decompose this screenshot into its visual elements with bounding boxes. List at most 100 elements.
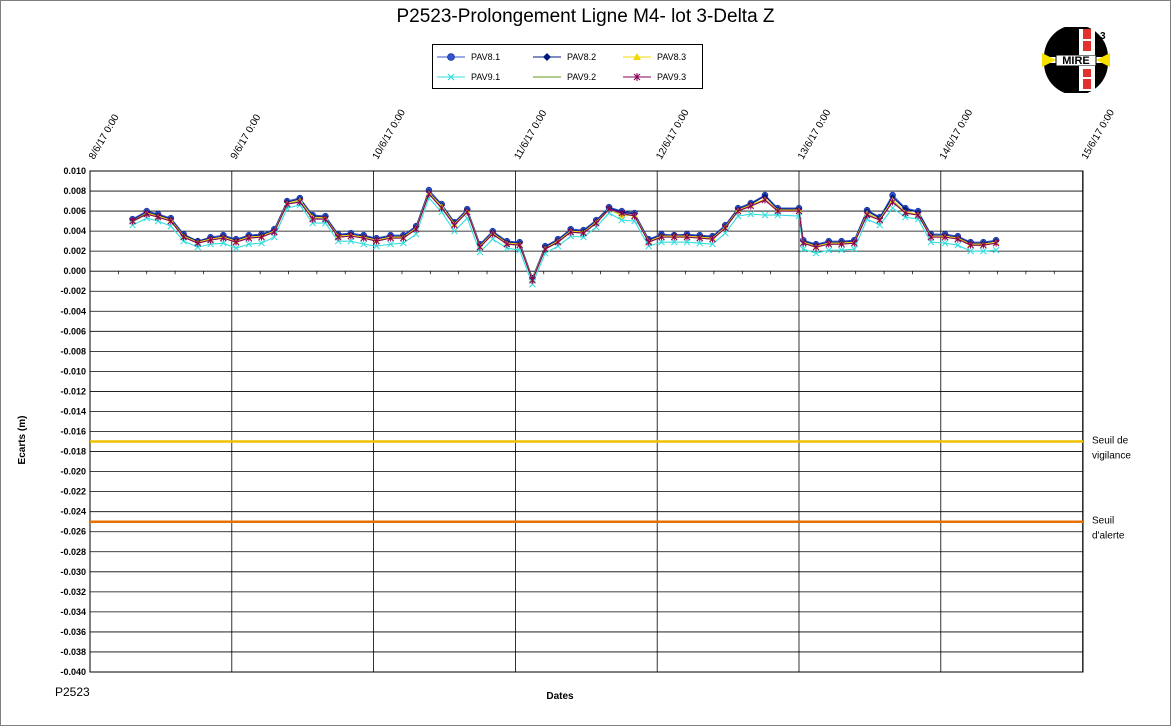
data-point-pav9-3 <box>889 198 896 206</box>
y-tick-label: 0.002 <box>63 246 86 256</box>
y-tick-label: 0.006 <box>63 206 86 216</box>
data-point-pav9-1 <box>387 240 394 248</box>
data-point-pav9-3 <box>838 240 845 248</box>
y-tick-label: -0.032 <box>60 587 86 597</box>
data-point-pav9-3 <box>850 239 858 247</box>
data-point-pav9-1 <box>658 238 665 246</box>
y-tick-label: -0.026 <box>60 527 86 537</box>
data-point-pav9-1 <box>219 239 227 247</box>
data-point-pav9-3 <box>605 205 613 213</box>
data-point-pav9-3 <box>334 233 342 241</box>
logo-digit: 3 <box>1100 31 1106 42</box>
y-tick-label: -0.030 <box>60 567 86 577</box>
y-tick-label: -0.028 <box>60 547 86 557</box>
data-point-pav9-3 <box>992 239 1000 247</box>
data-point-pav9-1 <box>721 229 729 237</box>
data-point-pav9-1 <box>889 204 896 212</box>
legend-label: PAV9.3 <box>657 72 687 82</box>
data-point-pav9-3 <box>774 207 782 215</box>
data-point-pav9-3 <box>554 238 562 246</box>
data-point-pav9-1 <box>670 238 678 246</box>
data-point-pav9-3 <box>245 234 253 242</box>
data-point-pav9-1 <box>412 230 420 238</box>
y-tick-label: -0.010 <box>60 366 86 376</box>
data-point-pav9-1 <box>979 247 987 255</box>
data-point-pav9-3 <box>761 196 769 204</box>
data-point-pav9-3 <box>360 234 368 242</box>
data-point-pav9-1 <box>799 245 807 253</box>
chart-legend: PAV8.1 PAV8.2 PAV8.3 PAV9.1 PAV9.2 PAV9.… <box>432 44 703 89</box>
data-point-pav9-3 <box>322 215 329 223</box>
data-point-pav9-3 <box>387 234 394 242</box>
legend-swatch <box>533 76 561 78</box>
x-tick-label: 14/6/17 0:00 <box>938 107 976 161</box>
data-point-pav9-3 <box>451 221 458 229</box>
data-point-pav9-1 <box>258 239 265 247</box>
x-tick-label: 13/6/17 0:00 <box>796 107 834 161</box>
legend-swatch <box>623 73 651 81</box>
plot-background <box>89 170 1084 673</box>
data-point-pav9-3 <box>503 240 511 248</box>
data-point-pav9-3 <box>825 240 833 248</box>
x-axis-label: Dates <box>546 691 574 702</box>
y-tick-label: 0.004 <box>63 226 86 236</box>
y-tick-label: -0.036 <box>60 627 86 637</box>
data-point-pav9-3 <box>232 238 240 246</box>
x-tick-label: 10/6/17 0:00 <box>371 107 409 161</box>
data-point-pav9-1 <box>709 240 716 248</box>
data-point-pav9-1 <box>451 227 458 235</box>
y-tick-label: -0.034 <box>60 607 86 617</box>
data-point-pav9-3 <box>529 276 536 284</box>
data-point-pav9-1 <box>476 248 484 256</box>
data-point-pav9-3 <box>863 211 871 219</box>
data-point-pav9-3 <box>618 209 626 217</box>
data-point-pav9-1 <box>795 212 803 220</box>
data-point-pav9-3 <box>580 229 587 237</box>
data-point-pav9-3 <box>914 211 922 219</box>
data-point-pav9-1 <box>838 246 845 254</box>
data-point-pav9-3 <box>799 239 807 247</box>
y-tick-label: -0.020 <box>60 467 86 477</box>
data-point-pav9-3 <box>567 228 575 236</box>
y-tick-label: -0.022 <box>60 487 86 497</box>
y-tick-label: 0.000 <box>63 266 86 276</box>
data-point-pav9-1 <box>232 244 240 252</box>
data-point-pav9-1 <box>941 239 949 247</box>
data-point-pav9-1 <box>876 221 884 229</box>
data-point-pav9-3 <box>270 228 278 236</box>
series-line-pav9-1 <box>132 197 997 286</box>
data-point-pav9-3 <box>592 219 600 227</box>
data-point-pav9-3 <box>373 237 380 245</box>
threshold-label: vigilance <box>1092 451 1131 462</box>
y-tick-label: -0.006 <box>60 326 86 336</box>
data-point-pav9-3 <box>670 233 678 241</box>
mire-logo: MIRE 3 2 <box>1042 27 1110 93</box>
y-tick-label: -0.014 <box>60 406 86 416</box>
data-point-pav9-3 <box>463 208 471 216</box>
data-point-pav9-3 <box>167 217 175 225</box>
data-point-pav9-1 <box>270 233 278 241</box>
data-point-pav9-1 <box>850 245 858 253</box>
y-tick-label: 0.008 <box>63 186 86 196</box>
y-tick-label: -0.038 <box>60 647 86 657</box>
data-point-pav9-3 <box>516 241 524 249</box>
data-point-pav9-3 <box>658 233 665 241</box>
legend-swatch <box>437 73 465 81</box>
legend-swatch <box>623 53 651 60</box>
data-point-pav9-1 <box>954 241 962 249</box>
y-tick-label: 0.010 <box>63 166 86 176</box>
data-point-pav9-3 <box>709 235 716 243</box>
data-point-pav9-3 <box>683 233 691 241</box>
legend-label: PAV9.1 <box>471 72 501 82</box>
data-point-pav8-2 <box>889 194 896 201</box>
y-tick-label: -0.024 <box>60 507 86 517</box>
data-point-pav9-3 <box>476 243 484 251</box>
data-point-pav9-3 <box>541 245 549 253</box>
data-point-pav9-3 <box>631 212 638 220</box>
y-tick-label: -0.016 <box>60 427 86 437</box>
data-point-pav9-3 <box>645 238 653 246</box>
data-point-pav9-3 <box>489 230 497 238</box>
data-point-pav9-3 <box>876 216 884 224</box>
data-point-pav9-1 <box>696 239 704 247</box>
